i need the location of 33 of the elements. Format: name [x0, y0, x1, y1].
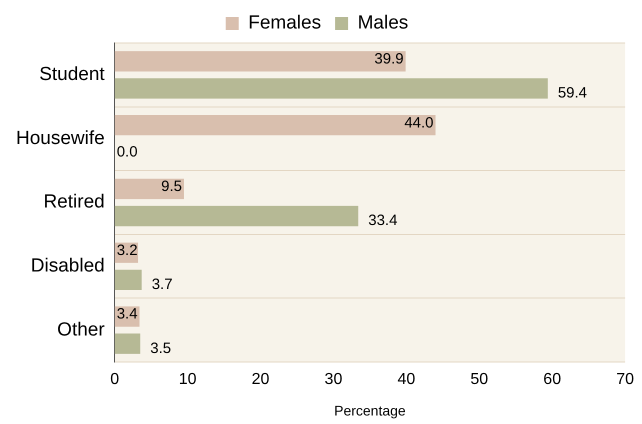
data-label: 3.7: [152, 276, 173, 293]
x-tick-label: 50: [470, 371, 488, 388]
bar: [114, 51, 406, 72]
data-label: 59.4: [558, 84, 588, 102]
data-label: 0.0: [116, 143, 138, 160]
x-tick-label: 20: [252, 371, 270, 388]
legend-label: Males: [358, 12, 408, 34]
y-tick-label: Retired: [43, 192, 105, 213]
bar: [114, 114, 436, 136]
data-label: 9.5: [161, 178, 182, 196]
y-tick-label: Disabled: [30, 256, 105, 277]
x-tick-label: 40: [397, 371, 416, 388]
y-tick-label: Student: [39, 64, 106, 86]
bar: [114, 270, 142, 290]
data-label: 33.4: [368, 212, 398, 230]
data-label: 3.5: [150, 340, 172, 357]
bar: [114, 178, 184, 200]
x-tick-label: 60: [543, 371, 562, 388]
bar: [114, 78, 548, 99]
y-tick-label: Other: [57, 319, 106, 340]
data-label: 44.0: [404, 114, 434, 132]
x-tick-label: 70: [616, 371, 634, 388]
bar: [114, 206, 358, 226]
x-axis-title: Percentage: [334, 402, 406, 418]
data-label: 39.9: [374, 50, 404, 68]
x-tick-label: 0: [110, 371, 120, 388]
bar: [114, 333, 140, 354]
data-label: 3.2: [116, 242, 138, 259]
x-tick-label: 30: [324, 371, 342, 388]
legend-label: Females: [248, 12, 322, 34]
y-tick-label: Housewife: [16, 128, 105, 149]
x-tick-label: 10: [178, 371, 197, 388]
data-label: 3.4: [116, 306, 138, 323]
